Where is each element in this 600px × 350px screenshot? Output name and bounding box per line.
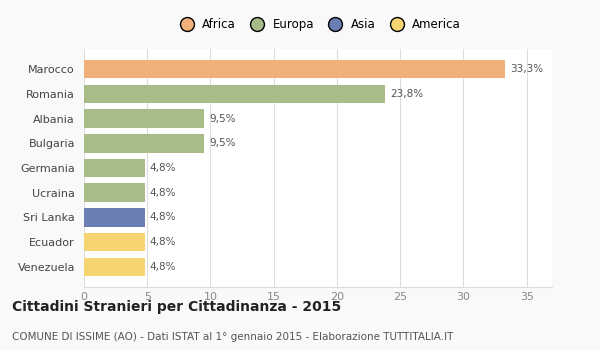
Bar (84, 134, 204, 153)
Text: 9,5%: 9,5% (209, 138, 236, 148)
Text: 23,8%: 23,8% (390, 89, 423, 99)
Bar (84, 159, 145, 177)
Bar (84, 233, 145, 251)
Text: 4,8%: 4,8% (150, 212, 176, 223)
Text: Cittadini Stranieri per Cittadinanza - 2015: Cittadini Stranieri per Cittadinanza - 2… (12, 301, 341, 315)
Bar (84, 183, 145, 202)
Bar (84, 109, 204, 128)
Bar (84, 85, 385, 103)
Bar (84, 258, 145, 276)
Legend: Africa, Europa, Asia, America: Africa, Europa, Asia, America (173, 16, 463, 34)
Text: 9,5%: 9,5% (209, 113, 236, 124)
Text: COMUNE DI ISSIME (AO) - Dati ISTAT al 1° gennaio 2015 - Elaborazione TUTTITALIA.: COMUNE DI ISSIME (AO) - Dati ISTAT al 1°… (12, 331, 454, 342)
Text: 4,8%: 4,8% (150, 188, 176, 198)
Bar (84, 60, 505, 78)
Text: 33,3%: 33,3% (510, 64, 544, 74)
Text: 4,8%: 4,8% (150, 262, 176, 272)
Bar (84, 208, 145, 227)
Text: 4,8%: 4,8% (150, 163, 176, 173)
Text: 4,8%: 4,8% (150, 237, 176, 247)
